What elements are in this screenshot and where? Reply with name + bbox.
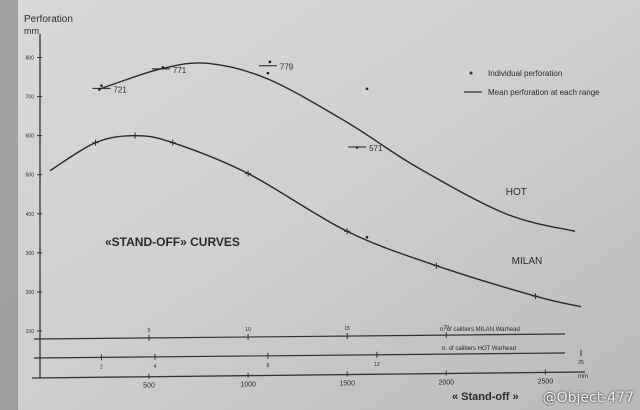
series-name-milan: MILAN xyxy=(512,256,543,267)
y-axis-unit: mm xyxy=(24,26,39,36)
caliber-tick-label: 10 xyxy=(245,327,251,333)
caliber-scale-label: n. of calibers HOT Warhead xyxy=(442,346,516,352)
watermark: @Object-477 xyxy=(542,390,634,406)
y-tick-label: 700 xyxy=(26,95,35,101)
x-axis-label: « Stand-off » xyxy=(452,391,519,403)
caliber-tick-label: 4 xyxy=(154,364,157,370)
caliber-tick-label: 5 xyxy=(148,328,151,334)
individual-perforation-point xyxy=(365,87,369,91)
series-line-hot xyxy=(101,62,576,233)
caliber-scale-line xyxy=(33,352,566,359)
caliber-tick-label: 8 xyxy=(267,363,270,369)
point-value-label: 571 xyxy=(369,144,383,153)
individual-perforation-point xyxy=(365,235,369,239)
x-axis-line xyxy=(31,371,586,379)
caliber-tick-label: 25 xyxy=(578,360,584,366)
individual-perforation-point xyxy=(266,71,270,75)
y-tick-label: 800 xyxy=(26,56,35,62)
point-value-label: 721 xyxy=(113,85,127,94)
y-tick-label: 400 xyxy=(26,212,35,218)
caliber-tick-label: 12 xyxy=(374,362,380,368)
caliber-tick-label: 15 xyxy=(344,326,350,332)
caliber-scale-line xyxy=(33,333,566,340)
page-left-shadow xyxy=(0,0,18,410)
y-tick-label: 200 xyxy=(26,290,35,296)
point-value-label: 779 xyxy=(280,63,294,72)
point-value-label: 771 xyxy=(173,66,187,75)
individual-perforation-point xyxy=(268,60,272,64)
y-tick-label: 100 xyxy=(26,329,35,335)
y-axis-label: Perforation xyxy=(24,14,73,25)
x-tick-label: 2500 xyxy=(538,378,554,385)
legend-entry-mean-text: Mean perforation at each range xyxy=(488,88,600,97)
legend-entry-mean: Mean perforation at each range xyxy=(488,88,600,97)
x-tick-label: 1000 xyxy=(240,382,256,389)
series-line-milan xyxy=(49,134,582,308)
individual-perforation-point xyxy=(100,84,103,87)
legend-dot-marker xyxy=(469,71,473,75)
x-tick-label: 500 xyxy=(143,383,155,390)
x-tick-label: 1500 xyxy=(339,381,355,388)
x-axis-unit: mm xyxy=(578,374,588,380)
chart-title: «STAND-OFF» CURVES xyxy=(105,235,240,249)
y-tick-label: 600 xyxy=(26,134,35,140)
x-tick-label: 2000 xyxy=(438,380,454,387)
individual-perforation-point xyxy=(161,65,165,69)
caliber-tick-label: 20 xyxy=(443,325,449,331)
legend: Individual perforation Mean perforation … xyxy=(464,69,600,97)
y-tick-label: 300 xyxy=(26,251,35,257)
legend-entry-individual: Individual perforation xyxy=(488,69,562,78)
y-tick-label: 500 xyxy=(26,173,35,179)
individual-perforation-point xyxy=(98,88,101,91)
series-name-hot: HOT xyxy=(506,187,527,198)
caliber-scale-label: n. of calibers MILAN Warhead xyxy=(440,327,520,333)
caliber-tick-label: 2 xyxy=(100,364,103,370)
